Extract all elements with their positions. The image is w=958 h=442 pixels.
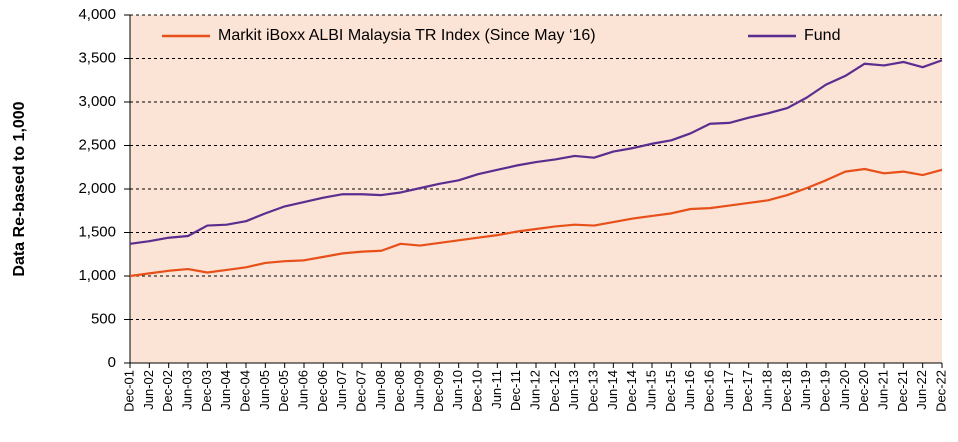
x-tick-label: Dec-02 bbox=[160, 370, 175, 412]
x-tick-label: Jun-02 bbox=[141, 370, 156, 410]
x-tick-label: Jun-05 bbox=[257, 370, 272, 410]
x-tick-label: Jun-13 bbox=[566, 370, 581, 410]
x-tick-label: Dec-13 bbox=[585, 370, 600, 412]
x-tick-label: Jun-17 bbox=[721, 370, 736, 410]
x-tick-label: Jun-10 bbox=[450, 370, 465, 410]
x-tick-label: Jun-18 bbox=[759, 370, 774, 410]
x-tick-label: Jun-14 bbox=[605, 370, 620, 410]
y-axis-label: Data Re-based to 1,000 bbox=[11, 101, 28, 276]
x-tick-label: Dec-04 bbox=[237, 370, 252, 412]
x-tick-label: Jun-06 bbox=[295, 370, 310, 410]
x-tick-label: Jun-20 bbox=[837, 370, 852, 410]
x-tick-label: Dec-11 bbox=[508, 370, 523, 411]
series-line bbox=[129, 59, 943, 245]
x-tick-label: Dec-15 bbox=[663, 370, 678, 412]
x-tick-label: Dec-16 bbox=[701, 370, 716, 412]
x-tick-label: Dec-05 bbox=[276, 370, 291, 412]
y-tick-label: 3,500 bbox=[78, 49, 116, 66]
x-tick-label: Jun-09 bbox=[411, 370, 426, 410]
x-tick-label: Dec-10 bbox=[469, 370, 484, 412]
x-tick-label: Dec-03 bbox=[199, 370, 214, 412]
x-tick-label: Dec-14 bbox=[624, 370, 639, 412]
y-tick-label: 2,500 bbox=[78, 136, 116, 153]
x-tick-label: Jun-07 bbox=[334, 370, 349, 410]
y-tick-label: 1,500 bbox=[78, 223, 116, 240]
x-tick-label: Dec-20 bbox=[856, 370, 871, 412]
y-tick-label: 500 bbox=[91, 310, 116, 327]
x-tick-label: Dec-01 bbox=[121, 370, 136, 412]
x-tick-label: Dec-12 bbox=[547, 370, 562, 412]
x-tick-label: Jun-22 bbox=[914, 370, 929, 410]
x-tick-label: Dec-06 bbox=[315, 370, 330, 412]
x-tick-label: Dec-18 bbox=[779, 370, 794, 412]
x-tick-label: Jun-16 bbox=[682, 370, 697, 410]
x-tick-label: Jun-21 bbox=[875, 370, 890, 410]
x-tick-label: Jun-12 bbox=[527, 370, 542, 410]
legend-label: Fund bbox=[804, 27, 840, 44]
x-tick-label: Dec-17 bbox=[740, 370, 755, 412]
x-tick-label: Dec-21 bbox=[895, 370, 910, 412]
x-tick-label: Jun-08 bbox=[373, 370, 388, 410]
x-tick-label: Dec-19 bbox=[817, 370, 832, 412]
x-tick-label: Dec-22 bbox=[933, 370, 948, 412]
legend-label: Markit iBoxx ALBI Malaysia TR Index (Sin… bbox=[218, 27, 596, 44]
x-tick-label: Jun-19 bbox=[798, 370, 813, 410]
x-tick-label: Dec-09 bbox=[431, 370, 446, 412]
y-tick-label: 1,000 bbox=[78, 267, 116, 284]
x-tick-label: Jun-04 bbox=[218, 370, 233, 410]
x-tick-label: Jun-15 bbox=[643, 370, 658, 410]
x-tick-label: Jun-03 bbox=[179, 370, 194, 410]
x-tick-label: Dec-08 bbox=[392, 370, 407, 412]
y-tick-label: 2,000 bbox=[78, 180, 116, 197]
series-line bbox=[129, 167, 943, 278]
y-tick-label: 4,000 bbox=[78, 6, 116, 23]
x-tick-label: Dec-07 bbox=[353, 370, 368, 412]
x-tick-label: Jun-11 bbox=[489, 370, 504, 409]
y-tick-label: 0 bbox=[108, 354, 116, 371]
y-tick-label: 3,000 bbox=[78, 93, 116, 110]
